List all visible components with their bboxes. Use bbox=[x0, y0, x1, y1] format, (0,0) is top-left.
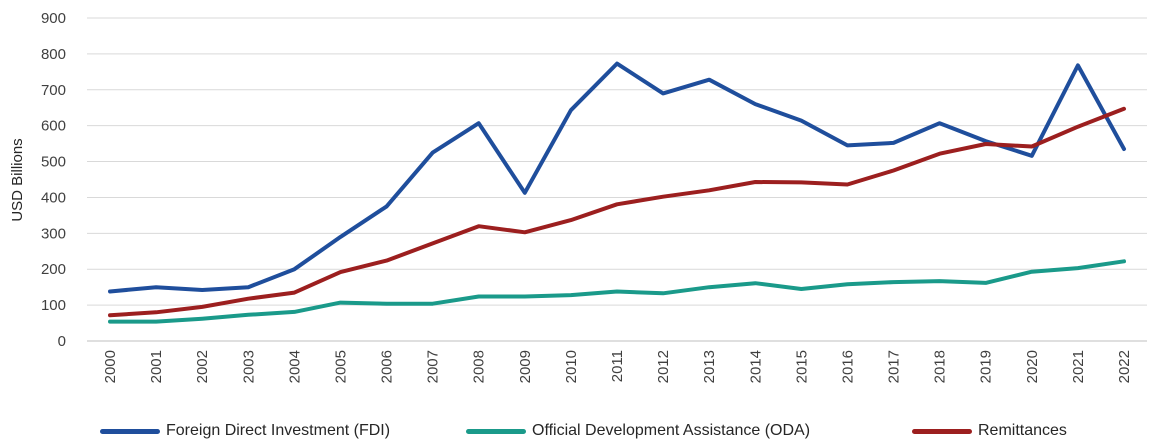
y-tick-label: 800 bbox=[41, 46, 66, 63]
x-tick-label: 2021 bbox=[1070, 350, 1087, 383]
legend-label-fdi: Foreign Direct Investment (FDI) bbox=[166, 422, 391, 439]
y-tick-label: 700 bbox=[41, 82, 66, 99]
legend-label-remittances: Remittances bbox=[978, 422, 1067, 439]
x-tick-label: 2012 bbox=[655, 350, 672, 383]
legend: Foreign Direct Investment (FDI) Official… bbox=[0, 418, 1151, 444]
y-tick-label: 900 bbox=[41, 10, 66, 27]
legend-item-oda: Official Development Assistance (ODA) bbox=[466, 418, 810, 444]
x-tick-label: 2002 bbox=[194, 350, 211, 383]
legend-swatch-oda bbox=[466, 428, 526, 434]
y-tick-label: 400 bbox=[41, 189, 66, 206]
y-axis-ticks: 0 100 200 300 400 500 600 700 800 900 bbox=[41, 10, 66, 350]
legend-item-remittances: Remittances bbox=[912, 418, 1067, 444]
x-tick-label: 2016 bbox=[839, 350, 856, 383]
legend-item-fdi: Foreign Direct Investment (FDI) bbox=[100, 418, 390, 444]
x-tick-label: 2015 bbox=[793, 350, 810, 383]
x-tick-label: 2017 bbox=[886, 350, 903, 383]
y-tick-label: 200 bbox=[41, 261, 66, 278]
legend-swatch-remittances bbox=[912, 428, 972, 434]
x-tick-label: 2022 bbox=[1116, 350, 1133, 383]
series-line-0 bbox=[108, 61, 1126, 294]
x-tick-label: 2008 bbox=[471, 350, 488, 383]
x-tick-label: 2005 bbox=[332, 350, 349, 383]
x-tick-label: 2018 bbox=[932, 350, 949, 383]
y-tick-label: 0 bbox=[58, 333, 66, 350]
x-tick-label: 2010 bbox=[563, 350, 580, 383]
x-tick-label: 2003 bbox=[240, 350, 257, 383]
x-tick-label: 2013 bbox=[701, 350, 718, 383]
series-lines bbox=[108, 61, 1126, 324]
y-tick-label: 100 bbox=[41, 297, 66, 314]
x-tick-label: 2000 bbox=[102, 350, 119, 383]
x-tick-label: 2011 bbox=[609, 350, 626, 382]
x-tick-label: 2007 bbox=[425, 350, 442, 383]
legend-swatch-fdi bbox=[100, 428, 160, 434]
x-tick-label: 2006 bbox=[379, 350, 396, 383]
x-tick-label: 2001 bbox=[148, 350, 165, 383]
y-tick-label: 600 bbox=[41, 118, 66, 135]
y-axis-title: USD Billions bbox=[9, 138, 26, 221]
y-tick-label: 500 bbox=[41, 154, 66, 171]
x-tick-label: 2014 bbox=[747, 350, 764, 383]
y-tick-label: 300 bbox=[41, 225, 66, 242]
gridlines bbox=[87, 17, 1147, 306]
x-axis-ticks: 2000 2001 2002 2003 2004 2005 2006 2007 2008 2009… bbox=[102, 350, 1133, 383]
x-tick-label: 2004 bbox=[286, 350, 303, 383]
legend-label-oda: Official Development Assistance (ODA) bbox=[532, 422, 811, 439]
x-tick-label: 2019 bbox=[978, 350, 995, 383]
x-tick-label: 2009 bbox=[517, 350, 534, 383]
x-tick-label: 2020 bbox=[1024, 350, 1041, 383]
